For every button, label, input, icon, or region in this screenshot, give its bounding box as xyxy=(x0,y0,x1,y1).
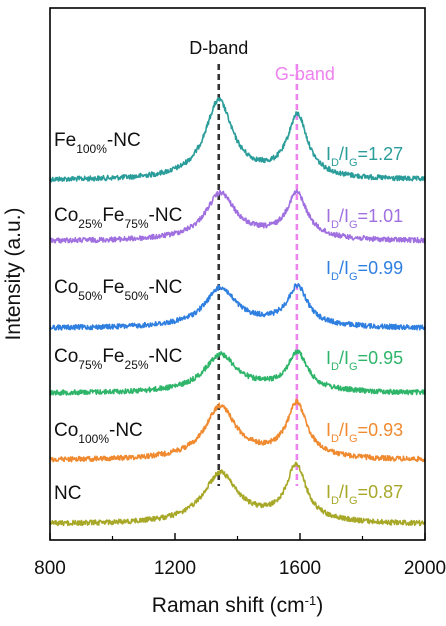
x-axis-ticks: 800 1200 1600 2000 xyxy=(34,533,446,579)
series-group xyxy=(49,97,426,527)
g-band-label: G-band xyxy=(275,64,335,84)
series-name-label: Fe100%-NC xyxy=(54,130,141,156)
series-name-label: Co25%Fe75%-NC xyxy=(54,205,182,231)
series-line xyxy=(49,189,426,244)
series-ratio-label: ID/IG=0.93 xyxy=(326,420,403,445)
series-name-label: Co75%Fe25%-NC xyxy=(54,346,182,372)
x-axis-label: Raman shift (cm-1) xyxy=(152,593,323,618)
d-band-label: D-band xyxy=(189,38,248,58)
series-ratio-label: ID/IG=1.01 xyxy=(326,206,403,231)
reference-lines xyxy=(217,64,299,486)
series-line xyxy=(49,349,426,396)
x-tick-label: 800 xyxy=(34,558,66,579)
y-axis-label: Intensity (a.u.) xyxy=(2,207,25,340)
series-line xyxy=(49,283,426,331)
series-line xyxy=(49,461,426,527)
x-tick-label: 2000 xyxy=(404,558,446,579)
series-name-label: Co50%Fe50%-NC xyxy=(54,277,182,303)
series-labels: Fe100%-NC ID/IG=1.27 Co25%Fe75%-NC ID/IG=1.… xyxy=(54,130,403,507)
series-line xyxy=(49,97,426,183)
x-tick-label: 1200 xyxy=(154,558,196,579)
series-ratio-label: ID/IG=0.95 xyxy=(326,348,403,373)
series-line xyxy=(49,398,426,463)
series-ratio-label: ID/IG=0.87 xyxy=(326,482,403,507)
series-ratio-label: ID/IG=0.99 xyxy=(326,258,403,283)
series-name-label: NC xyxy=(54,483,81,504)
series-ratio-label: ID/IG=1.27 xyxy=(326,144,403,169)
x-tick-label: 1600 xyxy=(279,558,321,579)
series-name-label: Co100%-NC xyxy=(54,420,143,446)
